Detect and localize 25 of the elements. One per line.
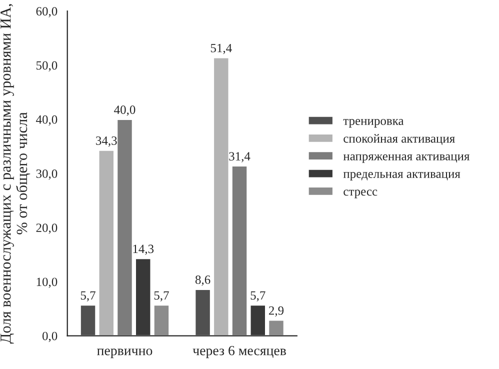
data-label: 5,7 [250, 291, 266, 302]
legend-label: напряженная активация [343, 154, 470, 163]
legend-label: предельная активация [343, 172, 460, 181]
data-label: 14,3 [133, 244, 154, 255]
data-label: 2,9 [268, 306, 284, 317]
y-tick-label: 30,0 [36, 169, 58, 180]
x-tick-label: через 6 месяцев [192, 346, 286, 358]
y-tick-label: 50,0 [36, 61, 58, 72]
legend-label: стресс [344, 190, 378, 198]
y-tick-label: 40,0 [36, 115, 58, 126]
x-tick-label: первично [97, 348, 152, 358]
y-tick-label: 0,0 [42, 332, 58, 342]
data-label: 8,6 [195, 275, 210, 286]
data-label: 31,4 [229, 152, 250, 162]
data-label: 40,0 [114, 106, 136, 116]
data-label: 5,7 [80, 291, 96, 302]
y-tick-label: 60,0 [36, 7, 58, 18]
data-label: 5,7 [154, 291, 169, 302]
data-label: 51,4 [210, 44, 232, 54]
data-label: 34,3 [96, 136, 117, 147]
y-axis-title: Доля военнослужащих с различными уровнями ИА, % от общего числа [0, 4, 30, 344]
y-tick-label: 10,0 [36, 278, 58, 288]
legend-label: тренировка [343, 119, 404, 128]
legend-label: спокойная активация [344, 134, 455, 145]
y-tick-label: 20,0 [36, 224, 58, 234]
